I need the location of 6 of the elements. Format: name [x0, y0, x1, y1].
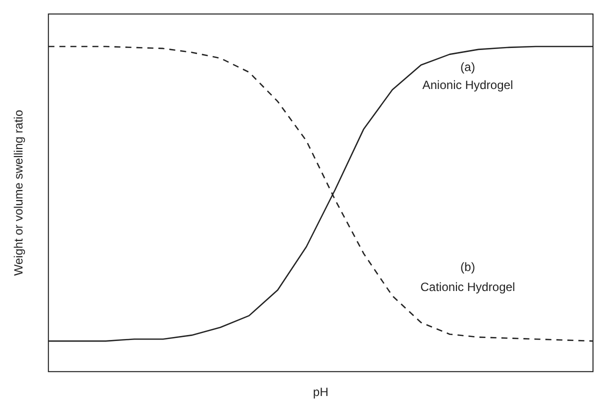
annotation: (b)	[460, 260, 476, 274]
annotation: (a)	[460, 60, 476, 74]
x-axis-title: pH	[313, 385, 328, 400]
y-axis-title: Weight or volume swelling ratio	[12, 110, 26, 276]
annotation: Cationic Hydrogel	[420, 280, 516, 294]
annotation: Anionic Hydrogel	[422, 78, 514, 92]
